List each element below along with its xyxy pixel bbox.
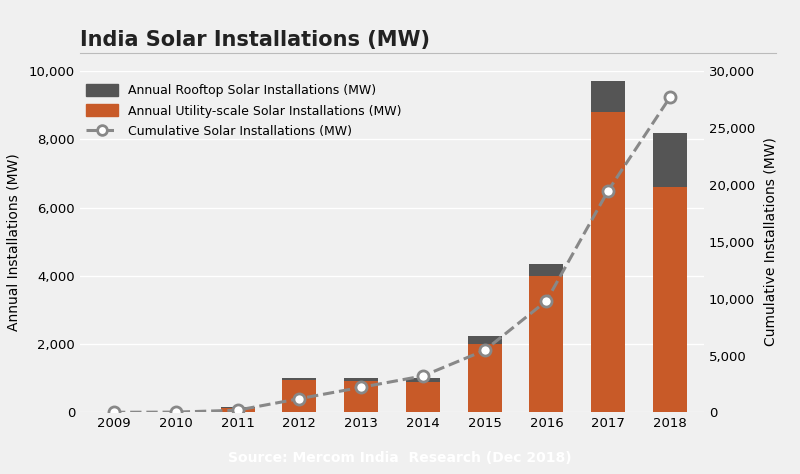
Cumulative Solar Installations (MW) bbox=[480, 347, 490, 353]
Cumulative Solar Installations (MW) bbox=[294, 396, 304, 401]
Bar bbox=[344, 381, 378, 412]
Bar bbox=[530, 264, 563, 276]
Bar bbox=[653, 187, 687, 412]
Y-axis label: Annual Installations (MW): Annual Installations (MW) bbox=[6, 153, 21, 331]
Text: Source: Mercom India  Research (Dec 2018): Source: Mercom India Research (Dec 2018) bbox=[228, 451, 572, 465]
Bar bbox=[221, 408, 254, 412]
Bar bbox=[591, 112, 626, 412]
Text: India Solar Installations (MW): India Solar Installations (MW) bbox=[80, 30, 430, 50]
Bar bbox=[282, 378, 316, 380]
Cumulative Solar Installations (MW) bbox=[233, 407, 242, 413]
Bar bbox=[468, 336, 502, 344]
Bar bbox=[530, 276, 563, 412]
Cumulative Solar Installations (MW) bbox=[171, 409, 181, 415]
Cumulative Solar Installations (MW) bbox=[603, 188, 613, 193]
Legend: Annual Rooftop Solar Installations (MW), Annual Utility-scale Solar Installation: Annual Rooftop Solar Installations (MW),… bbox=[86, 84, 401, 137]
Cumulative Solar Installations (MW) bbox=[109, 410, 118, 415]
Line: Cumulative Solar Installations (MW): Cumulative Solar Installations (MW) bbox=[109, 91, 675, 418]
Cumulative Solar Installations (MW) bbox=[542, 298, 551, 304]
Bar bbox=[406, 382, 440, 412]
Bar bbox=[406, 378, 440, 382]
Cumulative Solar Installations (MW) bbox=[666, 94, 675, 100]
Cumulative Solar Installations (MW) bbox=[356, 384, 366, 390]
Y-axis label: Cumulative Installations (MW): Cumulative Installations (MW) bbox=[763, 137, 778, 346]
Bar bbox=[468, 344, 502, 412]
Cumulative Solar Installations (MW) bbox=[418, 373, 428, 379]
Bar bbox=[221, 407, 254, 408]
Bar bbox=[282, 380, 316, 412]
Bar bbox=[653, 133, 687, 187]
Bar bbox=[344, 378, 378, 381]
Bar bbox=[591, 82, 626, 112]
